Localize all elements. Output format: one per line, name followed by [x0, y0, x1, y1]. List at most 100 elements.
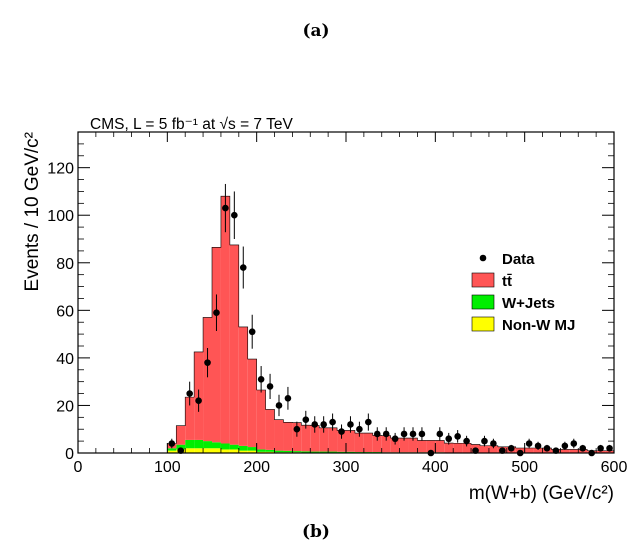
histogram-bin: [354, 433, 364, 453]
data-point: [391, 435, 399, 443]
data-point: [436, 430, 444, 438]
data-point: [266, 383, 274, 390]
histogram-bin: [212, 448, 221, 453]
data-point: [356, 425, 363, 433]
legend-swatch: [471, 316, 495, 332]
data-point: [257, 375, 265, 383]
histogram-bin: [346, 430, 355, 452]
histogram-bin: [319, 451, 329, 453]
data-point: [382, 430, 390, 438]
x-tick-label: 300: [333, 459, 360, 476]
histogram-bin: [229, 444, 239, 450]
data-point: [409, 430, 417, 438]
histogram-bin: [176, 444, 186, 450]
histogram-bin: [390, 438, 400, 453]
data-point: [481, 437, 488, 445]
histogram-bin: [220, 196, 230, 444]
data-point: [320, 421, 327, 428]
x-tick-label: 100: [154, 459, 181, 476]
data-point: [579, 444, 587, 452]
histogram-bin: [292, 451, 302, 453]
legend-label: tt̄: [502, 273, 512, 290]
data-point: [400, 430, 408, 438]
histogram-bin: [310, 451, 320, 453]
legend-swatch: [471, 294, 495, 310]
histogram-bin: [167, 450, 177, 453]
data-point: [222, 204, 229, 212]
data-point: [302, 416, 310, 424]
histogram-bin: [435, 440, 445, 453]
histogram-bin: [194, 448, 204, 453]
histogram-bin: [462, 443, 472, 453]
x-tick-label: 400: [422, 459, 449, 476]
data-point: [552, 447, 560, 454]
histogram-bin: [283, 450, 293, 453]
histogram-bin: [372, 435, 382, 453]
data-point: [525, 440, 533, 447]
data-point: [204, 359, 211, 366]
x-tick-label: 0: [74, 459, 83, 476]
chart-title: CMS, L = 5 fb⁻¹ at √s = 7 TeV: [90, 116, 293, 133]
data-point: [606, 444, 613, 452]
histogram-bin: [444, 443, 454, 453]
data-point: [418, 430, 426, 438]
histogram-bin: [247, 450, 257, 453]
data-point: [275, 402, 283, 409]
histogram-bin: [274, 419, 284, 451]
data-point: [168, 440, 176, 447]
data-point: [213, 309, 220, 317]
panel-label-top: (a): [302, 21, 329, 41]
data-point: [338, 428, 345, 435]
data-point: [543, 444, 551, 452]
legend-label: Data: [502, 251, 535, 268]
histogram-bin: [238, 445, 248, 451]
histogram-bin: [426, 440, 436, 453]
data-point: [561, 442, 569, 450]
data-point: [329, 418, 336, 426]
data-point: [534, 442, 542, 450]
y-tick-label: 60: [56, 303, 74, 320]
histogram-bin: [596, 450, 606, 453]
x-tick-label: 600: [601, 459, 628, 476]
data-point: [284, 395, 292, 402]
histogram-bin: [247, 447, 257, 451]
histogram-bin: [194, 439, 204, 449]
data-point: [445, 435, 453, 443]
data-point: [239, 264, 247, 271]
y-tick-label: 80: [56, 256, 74, 273]
histogram-bin: [292, 422, 302, 452]
histogram-bin: [417, 440, 427, 453]
y-axis-label: Events / 10 GeV/c²: [22, 132, 43, 291]
plot-area: 0 100 200 300 400 500 600 0 20 40 60 80 100 120: [47, 131, 628, 476]
panel-label-bottom: (b): [302, 522, 330, 542]
histogram-bin: [256, 389, 266, 450]
histogram-bin: [408, 438, 418, 453]
data-point: [186, 390, 193, 397]
legend-label: Non-W MJ: [502, 317, 575, 334]
data-point: [373, 430, 381, 438]
histogram-bin: [337, 430, 346, 452]
histogram-bin: [328, 451, 338, 453]
legend-marker-data: [479, 254, 487, 262]
legend: Data tt̄ W+Jets Non-W MJ: [471, 251, 575, 334]
histogram-bin: [212, 442, 221, 449]
legend-label: W+Jets: [502, 295, 555, 312]
x-axis-ticks: 0 100 200 300 400 500 600: [74, 132, 628, 476]
histogram-bin: [524, 448, 534, 453]
histogram-bin: [176, 425, 186, 445]
histogram-bin: [185, 397, 195, 440]
x-axis-label: m(W+b) (GeV/c²): [469, 483, 614, 504]
histogram-bin: [185, 439, 195, 449]
data-point: [472, 447, 479, 454]
histogram-bin: [238, 326, 248, 446]
histogram-bin: [310, 425, 320, 452]
histogram-bin: [533, 448, 543, 453]
y-tick-label: 40: [56, 351, 74, 368]
data-point: [490, 440, 497, 447]
data-point: [507, 444, 515, 452]
data-point: [347, 421, 354, 428]
data-point: [248, 328, 256, 336]
histogram-bin: [488, 445, 498, 453]
histogram-bin: [238, 450, 248, 453]
histogram-bin: [301, 425, 311, 452]
